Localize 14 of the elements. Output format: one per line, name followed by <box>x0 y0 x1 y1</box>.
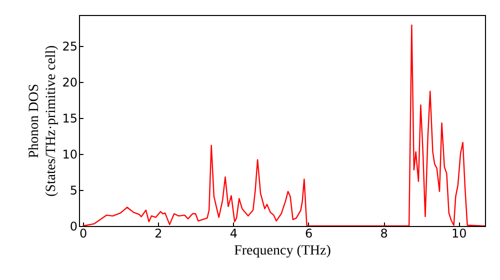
x-tick-label: 8 <box>380 226 388 240</box>
x-tick-label: 6 <box>304 226 313 240</box>
x-tick-label: 4 <box>230 226 238 240</box>
x-tick-label: 0 <box>79 226 88 240</box>
y-tick-label: 15 <box>62 111 78 126</box>
x-tick-label: 2 <box>154 226 162 240</box>
x-tick-label: 10 <box>452 226 467 240</box>
y-tick-label: 20 <box>62 75 78 90</box>
y-tick-label: 25 <box>62 39 78 54</box>
y-tick-label: 5 <box>70 183 78 198</box>
y-tick-label: 10 <box>62 147 78 162</box>
y-axis-title: Phonon DOS (States/THz·primitive cell) <box>27 45 60 197</box>
x-axis-title: Frequency (THz) <box>234 244 332 258</box>
line-series <box>82 24 485 226</box>
